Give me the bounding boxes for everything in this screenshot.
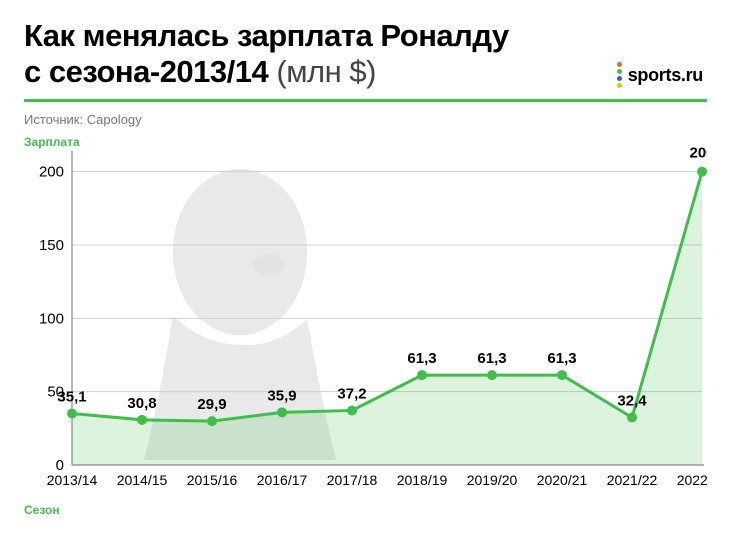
title-line-1: Как менялась зарплата Роналду <box>24 18 509 53</box>
chart-title: Как менялась зарплата Роналду с сезона-2… <box>24 18 707 89</box>
svg-text:2022/23: 2022/23 <box>677 472 707 488</box>
logo-dot <box>617 83 622 88</box>
svg-text:2014/15: 2014/15 <box>117 472 168 488</box>
logo-dot <box>617 69 622 74</box>
salary-chart: Зарплата Сезон 05010015020035,130,829,93… <box>24 135 707 515</box>
chart-container: Как менялась зарплата Роналду с сезона-2… <box>0 0 731 550</box>
svg-text:37,2: 37,2 <box>337 386 366 403</box>
svg-text:35,1: 35,1 <box>57 389 86 406</box>
svg-text:32,4: 32,4 <box>617 393 647 410</box>
svg-text:200: 200 <box>39 164 64 181</box>
logo-dots-icon <box>617 62 622 88</box>
logo-dot <box>617 62 622 67</box>
svg-text:2018/19: 2018/19 <box>397 472 448 488</box>
svg-text:150: 150 <box>39 237 64 254</box>
logo-text: sports.ru <box>628 65 703 86</box>
svg-text:29,9: 29,9 <box>197 396 226 413</box>
svg-text:100: 100 <box>39 311 64 328</box>
svg-text:61,3: 61,3 <box>407 350 436 367</box>
svg-text:61,3: 61,3 <box>477 350 506 367</box>
title-line-2: с сезона-2013/14 <box>24 54 268 89</box>
svg-text:2017/18: 2017/18 <box>327 472 378 488</box>
site-logo: sports.ru <box>617 62 703 88</box>
svg-text:200: 200 <box>689 145 707 162</box>
source-caption: Источник: Capology <box>24 112 707 127</box>
svg-text:2013/14: 2013/14 <box>47 472 98 488</box>
svg-text:2016/17: 2016/17 <box>257 472 308 488</box>
chart-svg: 05010015020035,130,829,935,937,261,361,3… <box>24 135 707 505</box>
svg-text:2015/16: 2015/16 <box>187 472 238 488</box>
svg-text:35,9: 35,9 <box>267 388 296 405</box>
x-axis-label: Сезон <box>24 503 60 517</box>
svg-text:2021/22: 2021/22 <box>607 472 658 488</box>
title-unit: (млн $) <box>276 54 376 89</box>
svg-text:2019/20: 2019/20 <box>467 472 518 488</box>
svg-text:30,8: 30,8 <box>127 395 156 412</box>
header-divider <box>24 99 707 102</box>
svg-text:61,3: 61,3 <box>547 350 576 367</box>
svg-text:2020/21: 2020/21 <box>537 472 588 488</box>
logo-dot <box>617 76 622 81</box>
